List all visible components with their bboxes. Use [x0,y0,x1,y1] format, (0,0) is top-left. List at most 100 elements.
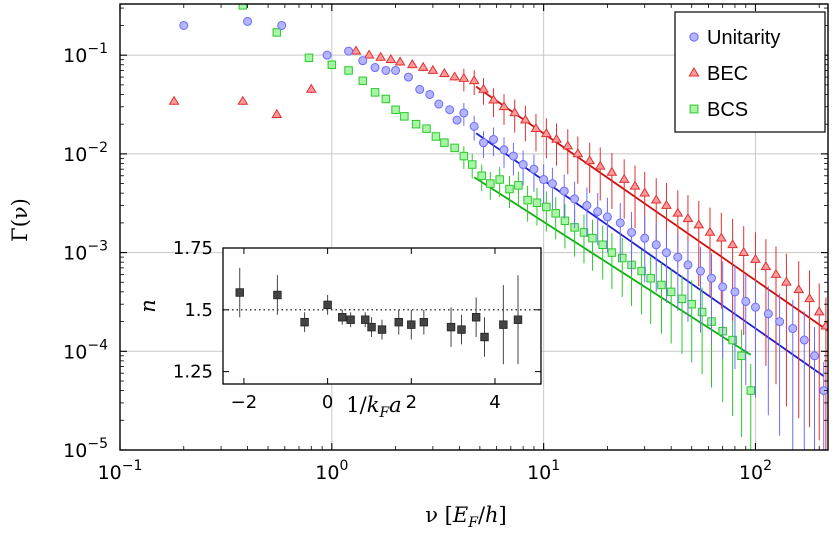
point-bcs [411,119,421,129]
point-bec [519,114,531,124]
main-ticks: 10−1 100 101 102 10−1 10−2 10−3 10−4 10−5 [63,4,828,484]
point-bec [715,232,727,242]
point-bcs [579,228,589,237]
point-bec [385,53,397,64]
point-unitarity [539,175,549,185]
point-bcs [637,266,646,276]
point-bcs [370,88,380,97]
point-unitarity [322,50,332,60]
point-unitarity [370,63,380,73]
point-bec [427,64,439,74]
inset-point [480,332,489,342]
point-bcs [514,181,523,190]
inset-y-tick-label: 1.25 [173,362,213,383]
legend-entry-bec: BEC [688,63,748,85]
point-bec [551,133,562,143]
point-unitarity [425,89,435,99]
point-bec [406,59,418,69]
point-bec [781,276,792,286]
point-bec [693,219,705,229]
legend-marker-bec [688,67,700,77]
point-bec [478,83,489,93]
point-unitarity [615,218,625,228]
point-bcs [431,132,441,141]
y-tick-label: 10−1 [63,41,108,67]
y-tick-label: 10−4 [63,337,108,363]
inset-y-tick-label: 1.75 [173,238,213,259]
point-unitarity [559,186,569,196]
point-bec [594,160,606,170]
inset-y-tick-label: 1.5 [184,300,213,321]
point-bec [509,107,521,117]
point-bec [572,148,584,158]
point-bcs [746,386,755,395]
legend: Unitarity BEC BCS [674,11,826,133]
point-bec [682,213,694,223]
inset-background [222,247,542,385]
inset-point [273,290,282,300]
y-tick-label: 10−3 [63,239,108,265]
point-bcs [646,273,655,283]
inset-point [377,325,387,334]
point-bcs [677,294,687,304]
point-unitarity [640,233,650,243]
x-tick-label: 10−1 [98,458,143,484]
point-unitarity [775,317,785,327]
point-bcs [238,4,248,10]
point-unitarity [593,207,603,217]
point-bec [618,173,630,183]
point-unitarity [445,105,455,115]
point-bec [727,239,739,249]
point-bcs [551,209,560,218]
inset-x-tick-label: 0 [322,392,333,413]
point-unitarity [651,240,661,250]
inset-point [499,320,508,329]
point-bec [439,67,450,77]
svg-text:ν [EF/h]: ν [EF/h] [425,503,507,531]
main-data-points [168,4,828,450]
point-unitarity [602,212,612,222]
point-unitarity [489,134,499,144]
point-bec [458,72,470,82]
y-tick-label: 10−5 [63,436,108,462]
point-bec [237,95,249,105]
point-bec [738,246,750,256]
point-unitarity [499,145,509,155]
point-unitarity [750,302,760,312]
point-unitarity [570,194,580,204]
point-unitarity [179,20,189,30]
point-bec [168,95,180,105]
point-unitarity [741,296,751,306]
inset-point [235,288,244,297]
point-bec [530,122,542,133]
inset-chart: −2 0 2 4 1.75 1.5 1.25 n 1/kFa [136,238,542,421]
point-unitarity [478,138,488,148]
point-unitarity [403,72,413,82]
x-axis-title: ν [EF/h] [425,503,507,531]
inset-point [323,300,332,310]
point-bec [305,83,317,93]
point-bec [562,140,574,150]
point-bcs [272,28,282,37]
point-bcs [542,202,551,212]
series-bec [168,45,828,450]
inset-y-axis-title: n [136,299,160,313]
y-tick-label: 10−2 [63,140,108,166]
point-bec [417,61,429,71]
legend-label-bec: BEC [707,63,748,85]
inset-point [446,322,456,332]
point-bec [350,45,362,55]
point-bec [584,155,596,165]
point-unitarity [627,227,637,237]
legend-label-bcs: BCS [707,99,748,121]
legend-box [674,11,826,133]
point-bec [760,260,772,271]
point-bec [813,306,825,316]
x-tick-label: 101 [527,458,560,484]
inset-point [346,315,355,324]
svg-text:1/kFa: 1/kFa [346,393,401,421]
point-unitarity [518,160,528,170]
inset-point [338,313,347,322]
point-bcs [467,160,477,169]
point-bec [488,94,499,104]
